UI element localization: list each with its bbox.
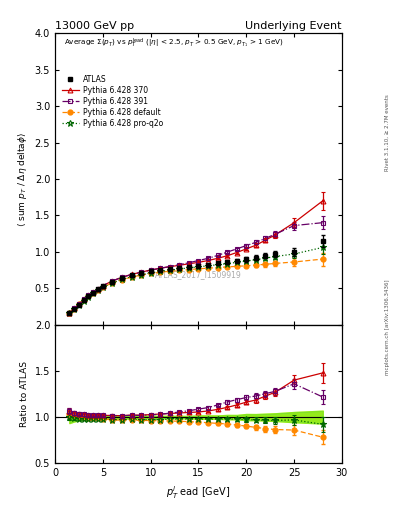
Y-axis label: Ratio to ATLAS: Ratio to ATLAS [20,361,29,427]
X-axis label: $p_T^l$ ead [GeV]: $p_T^l$ ead [GeV] [166,484,231,501]
Text: ATLAS_2017_I1509919: ATLAS_2017_I1509919 [155,271,242,280]
Text: Rivet 3.1.10, ≥ 2.7M events: Rivet 3.1.10, ≥ 2.7M events [385,95,390,172]
Text: 13000 GeV pp: 13000 GeV pp [55,20,134,31]
Text: mcplots.cern.ch [arXiv:1306.3436]: mcplots.cern.ch [arXiv:1306.3436] [385,280,390,375]
Y-axis label: $\langle$ sum $p_T$ / $\Delta\eta$ delta$\phi\rangle$: $\langle$ sum $p_T$ / $\Delta\eta$ delta… [16,132,29,226]
Legend: ATLAS, Pythia 6.428 370, Pythia 6.428 391, Pythia 6.428 default, Pythia 6.428 pr: ATLAS, Pythia 6.428 370, Pythia 6.428 39… [59,72,166,131]
Text: Average $\Sigma(p_T)$ vs $p_T^{\rm lead}$ ($|\eta|$ < 2.5, $p_T$ > 0.5 GeV, $p_{: Average $\Sigma(p_T)$ vs $p_T^{\rm lead}… [64,36,284,50]
Text: Underlying Event: Underlying Event [245,20,342,31]
